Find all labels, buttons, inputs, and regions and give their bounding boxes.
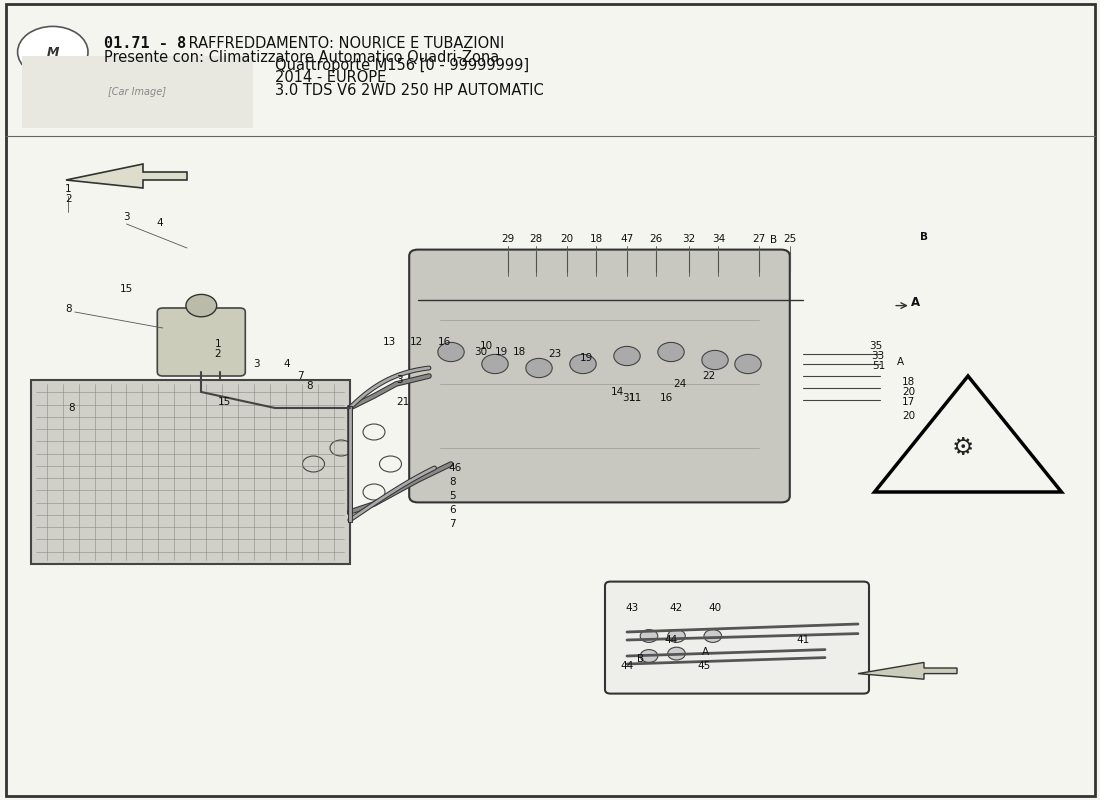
Circle shape [526, 358, 552, 378]
Text: 34: 34 [712, 234, 725, 244]
Circle shape [438, 342, 464, 362]
Circle shape [735, 354, 761, 374]
Circle shape [668, 647, 685, 660]
Text: 26: 26 [649, 234, 662, 244]
Text: B: B [920, 232, 928, 242]
Text: 23: 23 [548, 349, 561, 358]
Text: 29: 29 [502, 234, 515, 244]
Text: 5: 5 [449, 491, 455, 501]
Text: 33: 33 [871, 351, 884, 361]
Text: 32: 32 [682, 234, 695, 244]
Circle shape [658, 342, 684, 362]
Text: 18: 18 [590, 234, 603, 244]
Text: 1: 1 [65, 184, 72, 194]
Text: 2: 2 [214, 349, 221, 358]
Text: 45: 45 [697, 661, 711, 670]
Text: M: M [46, 46, 59, 58]
Text: 4: 4 [284, 359, 290, 369]
Text: 14: 14 [610, 387, 624, 397]
Text: 24: 24 [673, 379, 686, 389]
Circle shape [186, 294, 217, 317]
Text: Quattroporte M156 [0 - 99999999]: Quattroporte M156 [0 - 99999999] [275, 58, 529, 73]
Text: 43: 43 [626, 603, 639, 613]
Text: 3: 3 [253, 359, 260, 369]
Bar [22, 56, 253, 128]
Circle shape [640, 650, 658, 662]
Text: 21: 21 [396, 397, 409, 406]
Text: 18: 18 [902, 378, 915, 387]
Circle shape [18, 26, 88, 78]
Text: 4: 4 [156, 218, 163, 227]
Text: 20: 20 [902, 387, 915, 397]
Text: A: A [911, 296, 920, 309]
FancyBboxPatch shape [157, 308, 245, 376]
Text: 25: 25 [783, 234, 796, 244]
Text: 3: 3 [396, 375, 403, 385]
Text: 20: 20 [560, 234, 573, 244]
Text: 35: 35 [869, 341, 882, 350]
Text: 8: 8 [306, 381, 312, 390]
Text: 01.71 - 8: 01.71 - 8 [104, 36, 187, 51]
Circle shape [668, 630, 685, 642]
Text: 27: 27 [752, 234, 766, 244]
Text: 20: 20 [902, 411, 915, 421]
Circle shape [704, 630, 722, 642]
Text: 18: 18 [513, 347, 526, 357]
Circle shape [614, 346, 640, 366]
Text: A: A [702, 647, 708, 657]
Text: A: A [896, 357, 903, 366]
Circle shape [702, 350, 728, 370]
Circle shape [482, 354, 508, 374]
Text: 3: 3 [123, 212, 130, 222]
Text: B: B [637, 654, 644, 664]
Text: 2: 2 [65, 194, 72, 204]
Text: 19: 19 [495, 347, 508, 357]
Text: [Car Image]: [Car Image] [109, 87, 166, 97]
Text: 42: 42 [670, 603, 683, 613]
Text: 10: 10 [480, 341, 493, 350]
Text: 2014 - EUROPE: 2014 - EUROPE [275, 70, 386, 86]
Text: 13: 13 [383, 338, 396, 347]
Text: RAFFREDDAMENTO: NOURICE E TUBAZIONI: RAFFREDDAMENTO: NOURICE E TUBAZIONI [184, 36, 504, 51]
Text: 17: 17 [902, 398, 915, 407]
Text: 11: 11 [629, 393, 642, 402]
Text: 1: 1 [214, 339, 221, 349]
Text: 8: 8 [65, 304, 72, 314]
Text: 15: 15 [218, 397, 231, 406]
Text: 7: 7 [297, 371, 304, 381]
Text: 8: 8 [68, 403, 75, 413]
Circle shape [570, 354, 596, 374]
Text: 6: 6 [449, 506, 455, 515]
Text: 22: 22 [702, 371, 715, 381]
Text: B: B [770, 235, 777, 245]
Text: 19: 19 [580, 353, 593, 362]
FancyBboxPatch shape [409, 250, 790, 502]
Circle shape [640, 630, 658, 642]
FancyBboxPatch shape [31, 380, 350, 564]
Polygon shape [66, 164, 187, 188]
Text: 16: 16 [438, 338, 451, 347]
Text: 16: 16 [660, 393, 673, 402]
Text: ⚙: ⚙ [952, 436, 974, 460]
Text: 12: 12 [410, 338, 424, 347]
Text: 47: 47 [620, 234, 634, 244]
Polygon shape [858, 662, 957, 679]
Text: 46: 46 [449, 463, 462, 473]
Text: 41: 41 [796, 635, 810, 645]
Text: 40: 40 [708, 603, 722, 613]
Text: 3.0 TDS V6 2WD 250 HP AUTOMATIC: 3.0 TDS V6 2WD 250 HP AUTOMATIC [275, 83, 543, 98]
Text: 30: 30 [474, 347, 487, 357]
FancyBboxPatch shape [605, 582, 869, 694]
Text: 31: 31 [623, 393, 636, 402]
Text: 7: 7 [449, 519, 455, 529]
Text: 15: 15 [120, 284, 133, 294]
Text: 44: 44 [664, 635, 678, 645]
Text: 8: 8 [449, 477, 455, 486]
Text: Presente con: Climatizzatore Automatico Quadri-Zona: Presente con: Climatizzatore Automatico … [104, 50, 499, 65]
Text: 51: 51 [872, 361, 886, 370]
Polygon shape [874, 376, 1062, 492]
Text: 28: 28 [529, 234, 542, 244]
Text: 44: 44 [620, 661, 634, 670]
